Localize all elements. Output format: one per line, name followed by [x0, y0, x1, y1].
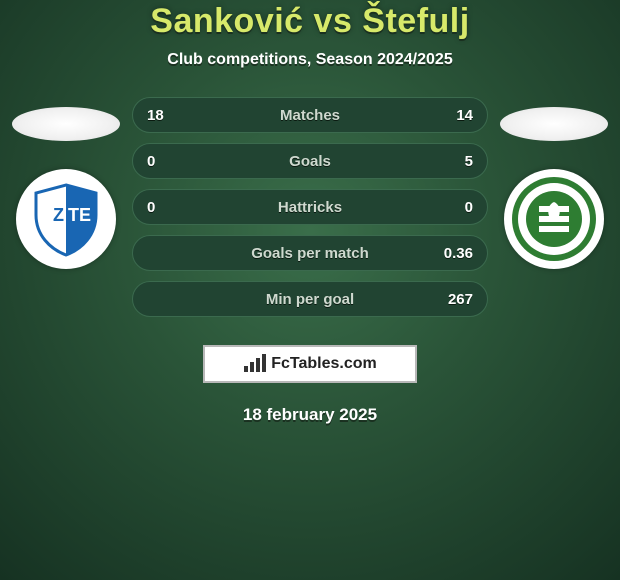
svg-text:Z: Z: [53, 205, 64, 225]
comparison-date: 18 february 2025: [0, 405, 620, 425]
stat-right-value: 14: [433, 107, 473, 124]
left-side: Z TE: [6, 107, 126, 269]
stat-label: Hattricks: [187, 199, 433, 216]
stat-row: Goals per match 0.36: [132, 235, 488, 271]
stat-label: Goals: [187, 153, 433, 170]
right-player-avatar-placeholder: [500, 107, 608, 141]
left-player-avatar-placeholder: [12, 107, 120, 141]
right-side: [494, 107, 614, 269]
stat-row: 0 Goals 5: [132, 143, 488, 179]
stat-row: 0 Hattricks 0: [132, 189, 488, 225]
bar-chart-icon: [243, 354, 267, 374]
stat-left-value: 0: [147, 153, 187, 170]
stat-left-value: 0: [147, 199, 187, 216]
stat-row: Min per goal 267: [132, 281, 488, 317]
stats-column: 18 Matches 14 0 Goals 5 0 Hattricks 0 Go…: [126, 97, 494, 327]
svg-text:TE: TE: [68, 205, 91, 225]
stat-right-value: 5: [433, 153, 473, 170]
right-club-logo: [504, 169, 604, 269]
brand-box: FcTables.com: [203, 345, 417, 383]
comparison-title: Sanković vs Štefulj: [0, 2, 620, 41]
stat-label: Goals per match: [187, 245, 433, 262]
stat-right-value: 0: [433, 199, 473, 216]
gyori-eto-badge-icon: [509, 174, 599, 264]
subtitle: Club competitions, Season 2024/2025: [0, 51, 620, 69]
zte-shield-icon: Z TE: [26, 179, 106, 259]
stat-right-value: 267: [433, 291, 473, 308]
brand-label: FcTables.com: [271, 355, 377, 373]
content-container: Sanković vs Štefulj Club competitions, S…: [0, 0, 620, 425]
stat-label: Matches: [187, 107, 433, 124]
stat-right-value: 0.36: [433, 245, 473, 262]
left-club-logo: Z TE: [16, 169, 116, 269]
stat-label: Min per goal: [187, 291, 433, 308]
main-row: Z TE 18 Matches 14 0 Goals 5 0 Hattricks…: [0, 107, 620, 327]
stat-left-value: 18: [147, 107, 187, 124]
stat-row: 18 Matches 14: [132, 97, 488, 133]
